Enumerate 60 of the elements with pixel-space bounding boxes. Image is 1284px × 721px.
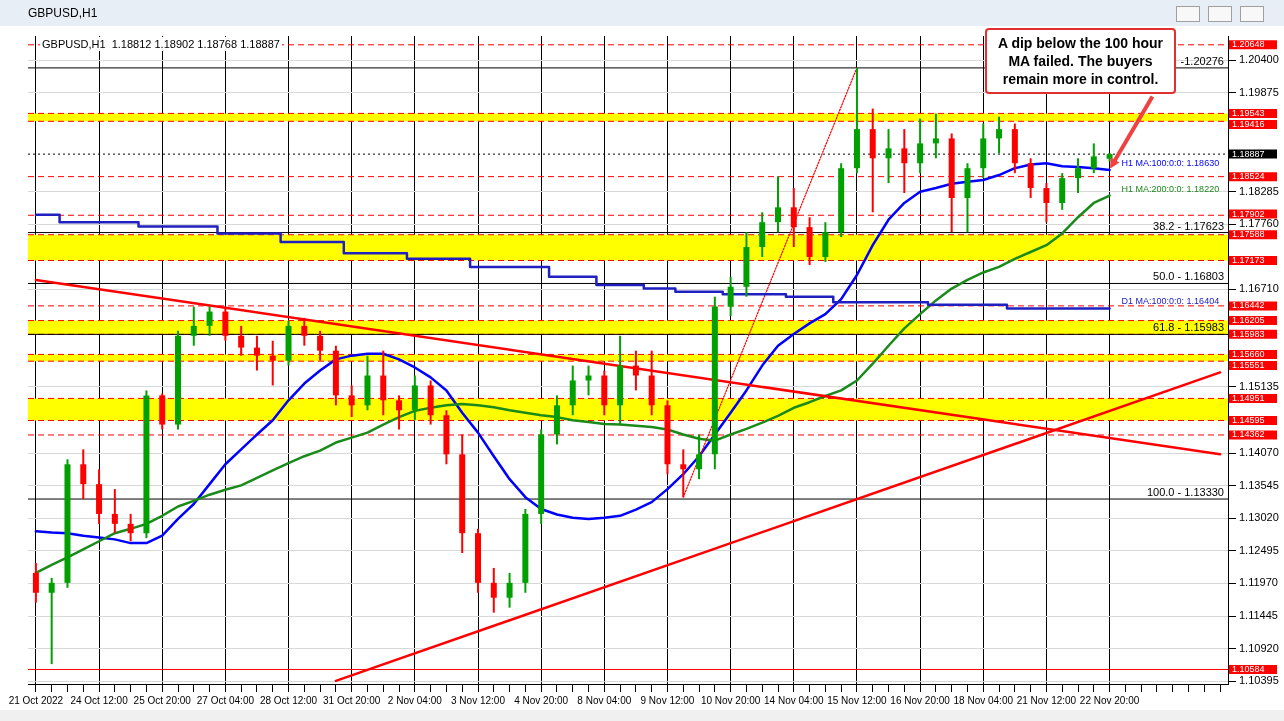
ref-line-label: 1.18524 xyxy=(1232,171,1265,182)
series-label: D1 MA:100:0:0: 1.16404 xyxy=(1121,296,1220,307)
ref-line-label: 1.20648 xyxy=(1232,39,1265,50)
y-tick-label: 1.14070 xyxy=(1239,446,1279,459)
ref-line-label: 1.17173 xyxy=(1232,254,1265,265)
ref-line-label: 1.15660 xyxy=(1232,348,1265,359)
annotation: -1.20276 xyxy=(1180,54,1224,67)
annotation: 61.8 - 1.15983 xyxy=(1153,321,1224,334)
ref-line-label: 1.16442 xyxy=(1232,300,1265,311)
x-tick-label: 24 Oct 12:00 xyxy=(70,694,129,706)
ref-line-label: 1.14362 xyxy=(1232,429,1265,440)
x-tick-label: 18 Nov 04:00 xyxy=(953,694,1014,706)
x-tick-label: 27 Oct 04:00 xyxy=(196,694,255,706)
y-tick-label: 1.13545 xyxy=(1239,478,1279,491)
x-tick-label: 15 Nov 12:00 xyxy=(827,694,888,706)
x-tick-label: 14 Nov 04:00 xyxy=(764,694,824,706)
x-tick-label: 28 Oct 12:00 xyxy=(259,694,318,706)
series-label: H1 MA:200:0:0: 1.18220 xyxy=(1121,183,1220,194)
ref-line-label: 1.17588 xyxy=(1232,229,1265,240)
y-tick-label: 1.11970 xyxy=(1239,576,1278,589)
annotation: 100.0 - 1.13330 xyxy=(1146,486,1224,499)
chart-subtitle: GBPUSD,H1 1.18812 1.18902 1.18768 1.18887 xyxy=(42,38,280,50)
x-tick-label: 21 Oct 2022 xyxy=(8,694,64,706)
ref-line-label: 1.15551 xyxy=(1232,359,1265,370)
x-tick-label: 16 Nov 20:00 xyxy=(890,694,951,706)
ref-line-label: 1.19416 xyxy=(1232,118,1265,129)
ref-line-label: 1.15983 xyxy=(1232,328,1265,339)
y-tick-label: 1.13020 xyxy=(1239,511,1279,524)
ref-line-label: 1.10584 xyxy=(1232,663,1265,674)
ref-line-label: 1.19543 xyxy=(1232,107,1265,118)
x-tick-label: 21 Nov 12:00 xyxy=(1016,694,1077,706)
ref-line-label: 1.14951 xyxy=(1232,392,1265,403)
ref-line-label: 1.16205 xyxy=(1232,315,1265,326)
ref-line-label: 1.14595 xyxy=(1232,415,1265,425)
x-tick-label: 3 Nov 12:00 xyxy=(451,694,506,706)
x-tick-label: 9 Nov 12:00 xyxy=(640,694,695,706)
y-tick-label: 1.15135 xyxy=(1239,380,1279,393)
x-tick-label: 10 Nov 20:00 xyxy=(700,694,761,706)
y-tick-label: 1.10395 xyxy=(1239,674,1279,687)
y-tick-label: 1.10920 xyxy=(1239,641,1279,654)
ref-line-label: 1.18887 xyxy=(1232,148,1265,159)
x-tick-label: 22 Nov 20:00 xyxy=(1079,694,1140,706)
annotation: A dip below the 100 hour MA failed. The buyers remain more in control. xyxy=(985,28,1176,94)
x-tick-label: 2 Nov 04:00 xyxy=(387,694,443,706)
x-tick-label: 25 Oct 20:00 xyxy=(133,694,192,706)
y-tick-label: 1.19875 xyxy=(1239,85,1279,98)
y-tick-label: 1.17760 xyxy=(1239,217,1279,230)
y-tick-label: 1.16710 xyxy=(1239,282,1279,295)
x-tick-label: 4 Nov 20:00 xyxy=(514,694,569,706)
series-label: H1 MA:100:0:0: 1.18630 xyxy=(1121,158,1220,169)
annotation: 50.0 - 1.16803 xyxy=(1153,270,1224,283)
y-tick-label: 1.20400 xyxy=(1239,53,1279,66)
chart-title: GBPUSD,H1 xyxy=(28,6,98,20)
y-tick-label: 1.18285 xyxy=(1239,184,1279,197)
annotation: 38.2 - 1.17623 xyxy=(1153,219,1224,232)
x-tick-label: 31 Oct 20:00 xyxy=(323,694,381,706)
y-tick-label: 1.11445 xyxy=(1239,609,1278,622)
y-tick-label: 1.12495 xyxy=(1239,543,1279,556)
x-tick-label: 8 Nov 04:00 xyxy=(577,694,632,706)
ref-line-label: 1.17902 xyxy=(1232,208,1265,219)
